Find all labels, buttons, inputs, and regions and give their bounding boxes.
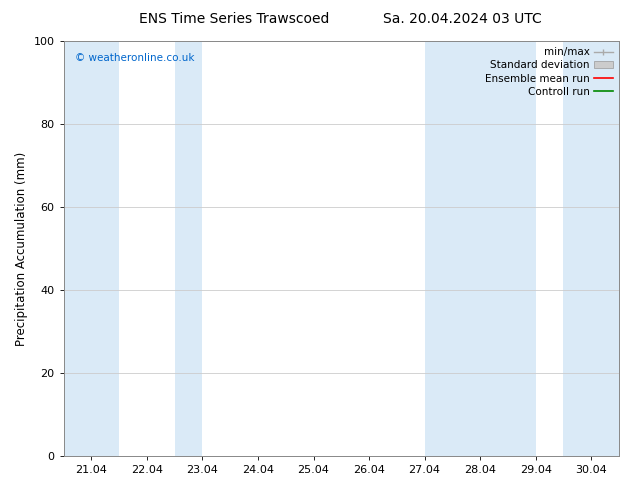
Text: ENS Time Series Trawscoed: ENS Time Series Trawscoed bbox=[139, 12, 330, 26]
Y-axis label: Precipitation Accumulation (mm): Precipitation Accumulation (mm) bbox=[15, 151, 28, 345]
Bar bbox=[425, 41, 480, 456]
Text: © weatheronline.co.uk: © weatheronline.co.uk bbox=[75, 53, 194, 64]
Bar bbox=[564, 41, 619, 456]
Text: Sa. 20.04.2024 03 UTC: Sa. 20.04.2024 03 UTC bbox=[384, 12, 542, 26]
Legend: min/max, Standard deviation, Ensemble mean run, Controll run: min/max, Standard deviation, Ensemble me… bbox=[481, 43, 617, 101]
Bar bbox=[174, 41, 202, 456]
Bar bbox=[480, 41, 536, 456]
Bar bbox=[63, 41, 119, 456]
